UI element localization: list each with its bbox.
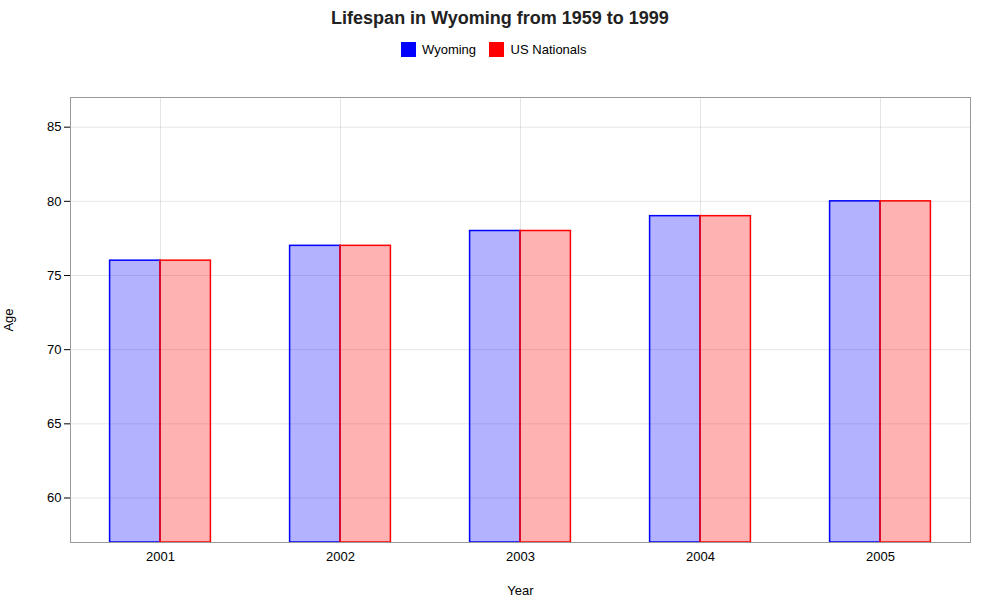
svg-text:70: 70 xyxy=(47,341,61,356)
html-text:Wyoming: Wyoming xyxy=(422,42,477,57)
svg-text:Year: Year xyxy=(507,582,534,597)
html-text:Lifespan in Wyoming from 1959: Lifespan in Wyoming from 1959 to 1999 xyxy=(331,8,669,28)
svg-text:2001: 2001 xyxy=(146,548,175,563)
svg-text:2004: 2004 xyxy=(686,548,715,563)
svg-text:65: 65 xyxy=(47,415,61,430)
html-text:US Nationals: US Nationals xyxy=(510,42,587,57)
svg-text:2005: 2005 xyxy=(866,548,895,563)
svg-text:80: 80 xyxy=(47,193,61,208)
svg-text:2002: 2002 xyxy=(326,548,355,563)
svg-text:75: 75 xyxy=(47,267,61,282)
svg-text:85: 85 xyxy=(47,119,61,134)
svg-text:2003: 2003 xyxy=(506,548,535,563)
svg-text:60: 60 xyxy=(47,490,61,505)
svg-text:Age: Age xyxy=(1,308,16,331)
